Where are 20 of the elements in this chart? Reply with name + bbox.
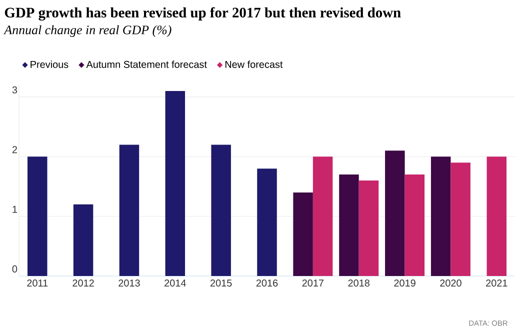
x-tick-label: 2012 <box>72 280 94 287</box>
x-tick-label: 2016 <box>256 280 278 287</box>
x-tick-label: 2019 <box>394 280 416 287</box>
x-tick-label: 2015 <box>210 280 232 287</box>
x-tick-label: 2017 <box>302 280 324 287</box>
x-tick-label: 2014 <box>164 280 186 287</box>
y-tick-label: 2 <box>12 146 17 154</box>
x-tick-label: 2018 <box>348 280 370 287</box>
chart-subtitle: Annual change in real GDP (%) <box>3 25 172 37</box>
legend-label: New forecast <box>225 60 283 68</box>
legend-label: Autumn Statement forecast <box>86 60 207 68</box>
chart-title: GDP growth has been revised up for 2017 but then revised down <box>4 7 401 21</box>
x-tick-label: 2021 <box>486 280 508 287</box>
legend-label: Previous <box>30 60 68 68</box>
x-tick-label: 2011 <box>27 280 48 287</box>
y-tick-label: 1 <box>12 206 17 213</box>
x-tick-label: 2013 <box>118 280 140 287</box>
y-tick-label: 3 <box>12 86 18 94</box>
x-tick-label: 2020 <box>440 280 462 287</box>
y-tick-label: 0 <box>12 265 18 272</box>
